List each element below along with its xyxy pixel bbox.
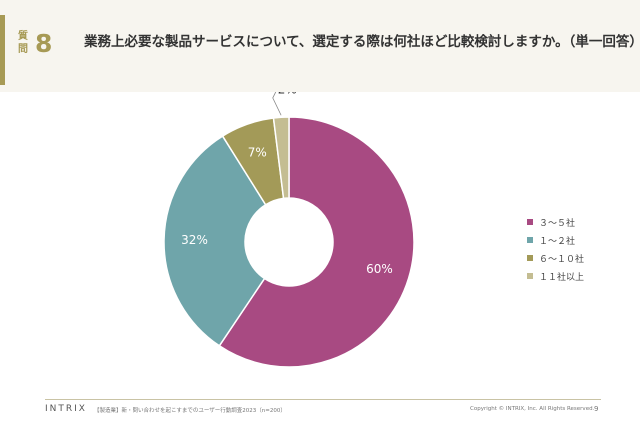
legend-item: ６～１０社: [527, 249, 584, 267]
legend-label: １１社以上: [539, 272, 585, 283]
donut-chart: 60% 32% 7% 2%: [163, 92, 415, 368]
footer-logo: INTRIX: [45, 404, 87, 414]
data-label: 60%: [366, 262, 393, 276]
legend-item: ３～５社: [527, 213, 584, 231]
footer-note: 【製造業】新・問い合わせを起こすまでのユーザー行動調査2023（n=200）: [94, 408, 286, 414]
data-label: 2%: [278, 92, 297, 96]
pie-slice: [218, 116, 415, 368]
question-number: 8: [35, 29, 53, 58]
legend-swatch: [527, 219, 533, 225]
leader-line: [272, 92, 282, 116]
legend-label: ６～１０社: [539, 254, 585, 265]
legend-label: １～２社: [539, 236, 576, 247]
pie-slice: [272, 116, 290, 200]
header: 質問 8 業務上必要な製品サービスについて、選定する際は何社ほど比較検討しますか…: [0, 0, 640, 92]
data-label: 7%: [248, 145, 267, 159]
question-title: 業務上必要な製品サービスについて、選定する際は何社ほど比較検討しますか。（単一回…: [84, 34, 640, 50]
footer-divider: [45, 399, 601, 400]
header-accent-bar: [0, 15, 5, 85]
legend-label: ３～５社: [539, 218, 576, 229]
legend-item: １１社以上: [527, 267, 584, 285]
footer-copyright: Copyright © INTRIX, Inc. All Rights Rese…: [470, 406, 595, 412]
legend-swatch: [527, 237, 533, 243]
legend-swatch: [527, 255, 533, 261]
question-label: 質問: [18, 31, 28, 55]
legend-item: １～２社: [527, 231, 584, 249]
page-number: 9: [594, 405, 599, 413]
data-label: 32%: [181, 233, 208, 247]
chart-legend: ３～５社 １～２社 ６～１０社 １１社以上: [527, 213, 584, 285]
pie-slice: [163, 135, 267, 347]
legend-swatch: [527, 273, 533, 279]
